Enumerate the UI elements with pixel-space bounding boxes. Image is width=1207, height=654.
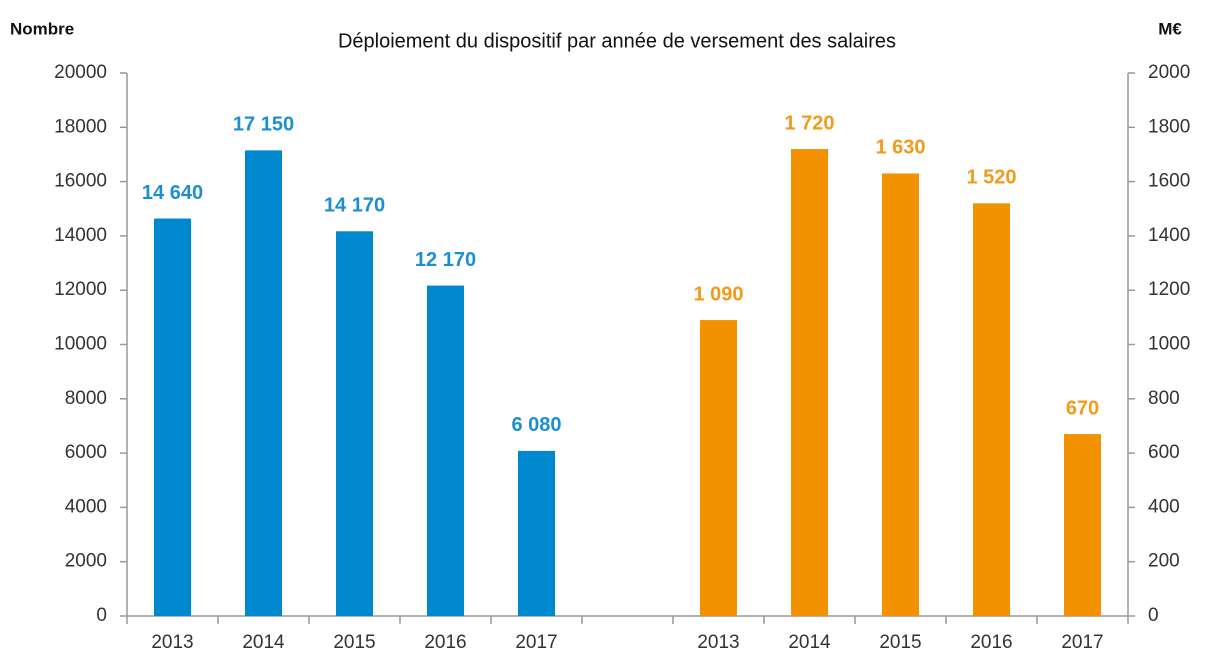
y2-tick-label: 1200 — [1148, 279, 1190, 300]
chart-title: Déploiement du dispositif par année de v… — [338, 30, 896, 52]
bar — [245, 150, 282, 616]
x-tick-label: 2014 — [788, 632, 831, 653]
x-tick-label: 2017 — [1061, 632, 1103, 653]
y2-tick-label: 1000 — [1148, 334, 1190, 355]
bar — [791, 149, 828, 616]
y2-tick-label: 400 — [1148, 496, 1180, 517]
bar — [882, 173, 919, 616]
x-tick-label: 2013 — [151, 632, 193, 653]
y2-tick-label: 800 — [1148, 388, 1180, 409]
value-label: 17 150 — [233, 114, 294, 136]
value-label: 1 720 — [784, 112, 834, 134]
y-tick-label: 16000 — [54, 171, 107, 192]
y-tick-label: 10000 — [54, 334, 107, 355]
value-label: 14 640 — [142, 182, 203, 204]
y-tick-label: 20000 — [54, 62, 107, 83]
y2-tick-label: 1800 — [1148, 116, 1190, 137]
x-tick-label: 2015 — [879, 632, 921, 653]
y2-tick-label: 1600 — [1148, 171, 1190, 192]
y2-tick-label: 200 — [1148, 551, 1180, 572]
bar — [336, 231, 373, 617]
bar — [1064, 434, 1101, 616]
bar — [518, 450, 555, 616]
y2-tick-label: 0 — [1148, 605, 1159, 626]
bar — [154, 218, 191, 617]
bar — [973, 203, 1010, 616]
value-label: 6 080 — [511, 414, 561, 436]
bar — [700, 320, 737, 616]
x-tick-label: 2013 — [697, 632, 739, 653]
y-tick-label: 4000 — [65, 496, 107, 517]
y-tick-label: 12000 — [54, 279, 107, 300]
y-tick-label: 8000 — [65, 388, 107, 409]
value-label: 1 520 — [966, 167, 1016, 189]
y-tick-label: 14000 — [54, 225, 107, 246]
y-axis-label: Nombre — [10, 19, 74, 38]
y-tick-label: 0 — [96, 605, 107, 626]
y2-tick-label: 600 — [1148, 442, 1180, 463]
y-tick-label: 6000 — [65, 442, 107, 463]
x-tick-label: 2016 — [970, 632, 1012, 653]
y2-tick-label: 1400 — [1148, 225, 1190, 246]
value-label: 1 630 — [875, 137, 925, 159]
bar — [427, 285, 464, 616]
x-tick-label: 2017 — [515, 632, 557, 653]
x-tick-label: 2016 — [424, 632, 466, 653]
x-tick-label: 2014 — [242, 632, 285, 653]
value-label: 14 170 — [324, 195, 385, 217]
value-label: 1 090 — [693, 283, 743, 305]
y-tick-label: 18000 — [54, 116, 107, 137]
x-tick-label: 2015 — [333, 632, 375, 653]
y2-tick-label: 2000 — [1148, 62, 1190, 83]
y2-axis-label: M€ — [1158, 19, 1182, 38]
value-label: 670 — [1066, 397, 1099, 419]
value-label: 12 170 — [415, 249, 476, 271]
y-tick-label: 2000 — [65, 551, 107, 572]
